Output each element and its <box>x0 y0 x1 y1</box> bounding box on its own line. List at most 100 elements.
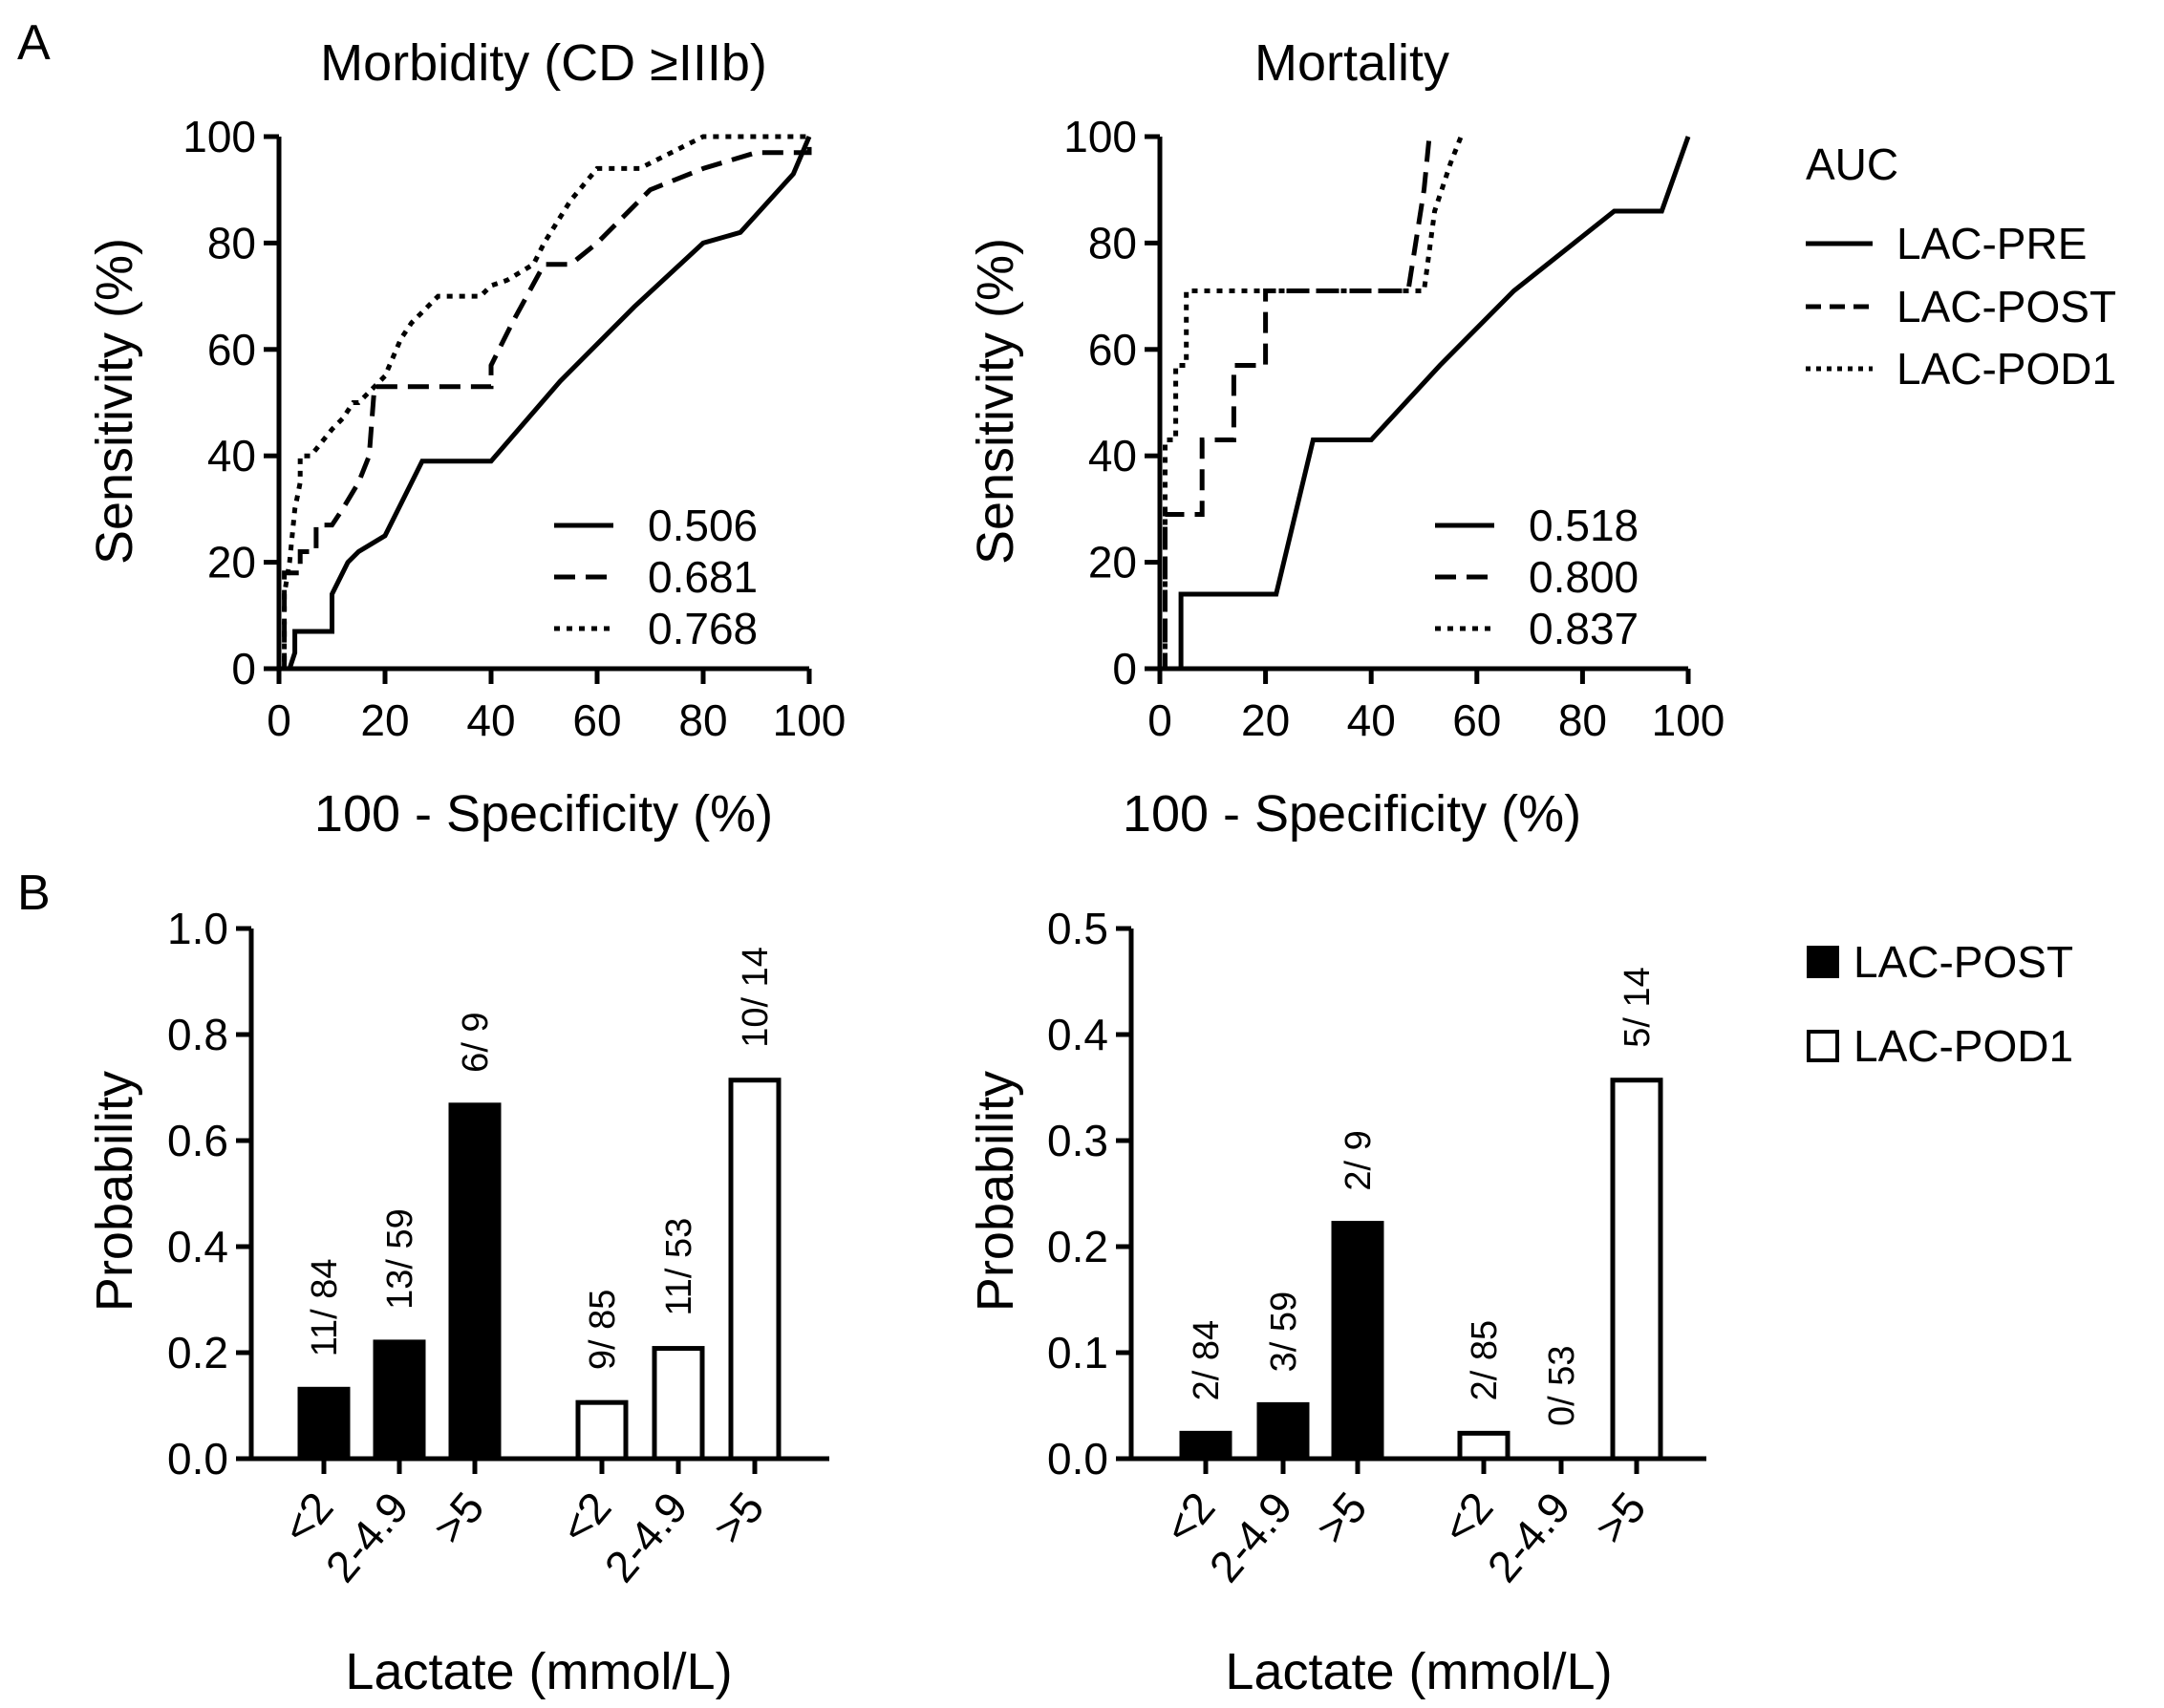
chart-title: Morbidity (CD ≥IIIb) <box>320 34 767 92</box>
series-line-lac-post <box>1160 136 1432 672</box>
x-tick-label: 60 <box>572 695 621 745</box>
y-tick-label: 0.0 <box>167 1434 228 1484</box>
y-tick-label: 0.5 <box>1047 904 1108 953</box>
x-tick-label: 100 <box>1652 695 1725 745</box>
y-tick-label: 0.8 <box>167 1010 228 1059</box>
x-category-label: >5 <box>703 1483 774 1553</box>
y-tick-label: 40 <box>207 431 256 480</box>
plot-area: 0.00.10.20.30.40.52/ 84<23/ 592-4.92/ 9>… <box>1047 904 1706 1591</box>
legend-auc: AUC LAC-PRE LAC-POST LAC-POD1 <box>1806 139 2116 394</box>
bar-count-label: 13/ 59 <box>380 1208 420 1310</box>
auc-value: 0.837 <box>1529 604 1639 653</box>
y-tick-label: 0 <box>1112 644 1137 694</box>
roc-chart-morbidity: Morbidity (CD ≥IIIb) 100 - Specificity (… <box>86 34 846 843</box>
panel-label-b: B <box>17 865 51 921</box>
series-line-lac-pre <box>1160 136 1691 672</box>
y-tick-label: 0.3 <box>1047 1116 1108 1165</box>
legend-item: LAC-POST <box>1853 937 2073 987</box>
legend-swatch-filled <box>1807 946 1839 978</box>
y-axis-label: Probability <box>86 1071 143 1312</box>
auc-value: 0.506 <box>648 501 758 550</box>
x-axis-label: 100 - Specificity (%) <box>314 785 773 843</box>
series-line-lac-pod1 <box>279 134 809 672</box>
bar-lac-post <box>1256 1401 1310 1462</box>
bar-chart-mortality: Lactate (mmol/L) Probability 0.0 0.1 0.2 0.… <box>967 904 1706 1700</box>
x-category-label: >5 <box>1306 1483 1377 1553</box>
bar-count-label: 10/ 14 <box>736 947 776 1048</box>
x-category-label: 2-4.9 <box>1477 1483 1579 1591</box>
bar-count-label: 6/ 9 <box>456 1012 496 1072</box>
bar-lac-pod1 <box>575 1399 629 1462</box>
legend-item: LAC-PRE <box>1896 219 2087 268</box>
bar-lac-post <box>1331 1221 1384 1462</box>
y-axis-label: Sensitivity (%) <box>86 238 143 565</box>
series-line-lac-pre <box>279 136 812 672</box>
bar-count-label: 3/ 59 <box>1264 1292 1304 1373</box>
bar-count-label: 9/ 85 <box>583 1290 623 1371</box>
x-category-label: >5 <box>1585 1483 1656 1553</box>
x-tick-label: 20 <box>360 695 409 745</box>
y-axis-label: Probability <box>967 1071 1024 1312</box>
bar-lac-pod1 <box>1457 1430 1511 1462</box>
x-tick-label: 40 <box>466 695 515 745</box>
y-tick-label: 20 <box>1088 538 1137 587</box>
y-tick-label: 100 <box>182 112 256 161</box>
plot-area: 0.00.20.40.60.81.011/ 84<213/ 592-4.96/ … <box>167 904 829 1591</box>
x-tick-label: 80 <box>1558 695 1607 745</box>
x-axis-label: Lactate (mmol/L) <box>1225 1643 1612 1700</box>
x-axis-label: 100 - Specificity (%) <box>1123 785 1581 843</box>
x-tick-label: 40 <box>1347 695 1396 745</box>
y-tick-label: 1.0 <box>167 904 228 953</box>
auc-value: 0.768 <box>648 604 758 653</box>
bar-count-label: 2/ 9 <box>1339 1130 1379 1190</box>
bar-chart-morbidity: Lactate (mmol/L) Probability 0.0 0.2 0.4 0.… <box>86 904 829 1700</box>
x-tick-label: 20 <box>1241 695 1290 745</box>
y-tick-label: 20 <box>207 538 256 587</box>
auc-value: 0.681 <box>648 552 758 602</box>
bar-count-label: 2/ 84 <box>1187 1320 1227 1401</box>
y-tick-label: 60 <box>1088 325 1137 374</box>
legend-item: LAC-POD1 <box>1853 1021 2073 1071</box>
x-category-label: 2-4.9 <box>594 1483 696 1591</box>
x-tick-label: 0 <box>267 695 291 745</box>
legend-bars: LAC-POST LAC-POD1 <box>1807 937 2073 1071</box>
x-tick-label: 100 <box>773 695 846 745</box>
legend-swatch-open <box>1807 1030 1839 1062</box>
y-tick-label: 0.4 <box>1047 1010 1108 1059</box>
chart-title: Mortality <box>1254 34 1449 92</box>
y-tick-label: 0.1 <box>1047 1328 1108 1377</box>
x-category-label: >5 <box>423 1483 494 1553</box>
bar-count-label: 5/ 14 <box>1618 967 1658 1048</box>
bar-count-label: 11/ 53 <box>659 1218 699 1316</box>
roc-chart-mortality: Mortality 100 - Specificity (%) Sensitiv… <box>967 34 1725 843</box>
bar-count-label: 11/ 84 <box>305 1258 345 1356</box>
bar-lac-post <box>448 1102 502 1462</box>
y-axis-label: Sensitivity (%) <box>967 238 1024 565</box>
x-tick-label: 60 <box>1452 695 1501 745</box>
y-tick-label: 100 <box>1063 112 1137 161</box>
bar-lac-post <box>1179 1430 1232 1462</box>
y-tick-label: 60 <box>207 325 256 374</box>
legend-item: LAC-POST <box>1896 282 2116 331</box>
y-tick-label: 0 <box>231 644 256 694</box>
bar-lac-pod1 <box>1610 1078 1663 1462</box>
y-tick-label: 0.0 <box>1047 1434 1108 1484</box>
y-tick-label: 0.4 <box>167 1222 228 1271</box>
x-axis-label: Lactate (mmol/L) <box>345 1643 732 1700</box>
bar-lac-post <box>373 1339 426 1462</box>
legend-item: LAC-POD1 <box>1896 344 2116 394</box>
x-tick-label: 0 <box>1147 695 1172 745</box>
y-tick-label: 0.2 <box>1047 1222 1108 1271</box>
y-tick-label: 80 <box>1088 218 1137 267</box>
x-category-label: 2-4.9 <box>315 1483 418 1591</box>
y-tick-label: 0.2 <box>167 1328 228 1377</box>
y-tick-label: 0.6 <box>167 1116 228 1165</box>
bar-count-label: 2/ 85 <box>1465 1320 1505 1401</box>
y-tick-label: 40 <box>1088 431 1137 480</box>
series-line-lac-pod1 <box>1160 136 1464 672</box>
panel-label-a: A <box>17 15 51 71</box>
x-category-label: 2-4.9 <box>1199 1483 1301 1591</box>
auc-value: 0.518 <box>1529 501 1639 550</box>
